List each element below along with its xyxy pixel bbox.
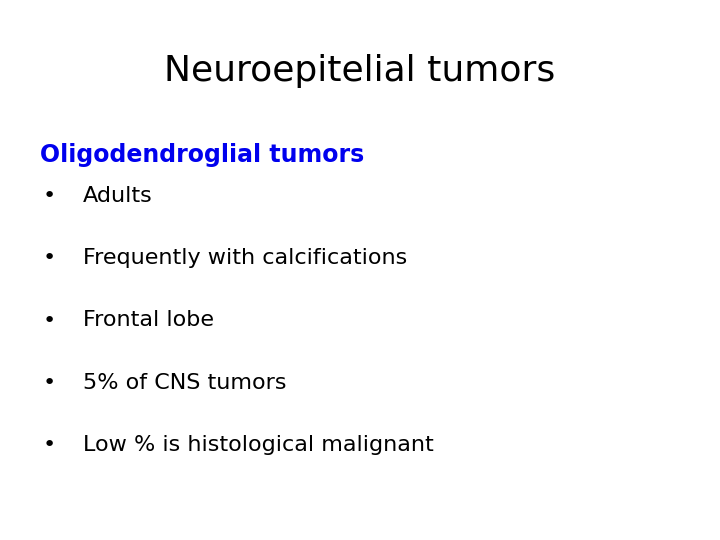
Text: •: •	[42, 248, 55, 268]
Text: Adults: Adults	[83, 186, 153, 206]
Text: Frequently with calcifications: Frequently with calcifications	[83, 248, 407, 268]
Text: 5% of CNS tumors: 5% of CNS tumors	[83, 373, 287, 393]
Text: •: •	[42, 310, 55, 330]
Text: •: •	[42, 186, 55, 206]
Text: Frontal lobe: Frontal lobe	[83, 310, 214, 330]
Text: Neuroepitelial tumors: Neuroepitelial tumors	[164, 54, 556, 88]
Text: •: •	[42, 435, 55, 455]
Text: Oligodendroglial tumors: Oligodendroglial tumors	[40, 143, 364, 167]
Text: •: •	[42, 373, 55, 393]
Text: Low % is histological malignant: Low % is histological malignant	[83, 435, 433, 455]
